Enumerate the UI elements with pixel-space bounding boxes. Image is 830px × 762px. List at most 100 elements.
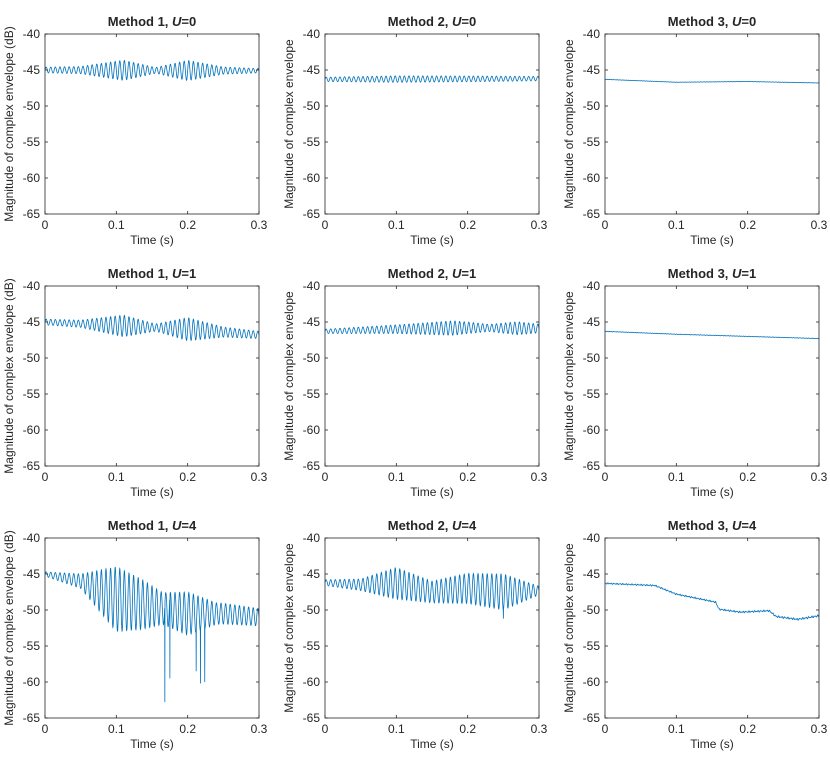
x-tick-label: 0.3 <box>531 722 548 736</box>
y-tick-label: -50 <box>303 99 321 113</box>
x-tick-label: 0.2 <box>179 722 196 736</box>
y-tick-label: -45 <box>303 315 321 329</box>
y-tick-label: -50 <box>23 351 41 365</box>
title-prefix: Method 1, <box>108 518 172 533</box>
y-tick-label: -65 <box>23 459 41 473</box>
y-tick-label: -55 <box>23 135 41 149</box>
subplot-8: -40 -45 -50 -55 -60 -650 0.1 0.2 0.3 Method 2, U=… <box>282 518 548 751</box>
x-tick-label: 0 <box>602 722 609 736</box>
title-prefix: Method 3, <box>668 14 732 29</box>
y-tick-label: -50 <box>303 351 321 365</box>
x-tick-label: 0.3 <box>811 722 828 736</box>
y-tick-label: -50 <box>583 99 601 113</box>
y-axis-label: Magnitude of complex envelope (dB) <box>2 530 16 725</box>
subplot-1: -40 -45 -50 -55 -60 -650 0.1 0.2 0.3 Method 1, U=… <box>2 14 268 247</box>
title-variable: U <box>452 518 462 533</box>
x-tick-label: 0.1 <box>668 722 685 736</box>
y-tick-label: -65 <box>303 711 321 725</box>
y-tick-label: -45 <box>23 63 41 77</box>
y-tick-label: -60 <box>303 675 321 689</box>
y-tick-label: -60 <box>303 423 321 437</box>
title-prefix: Method 2, <box>388 518 452 533</box>
title-value: =1 <box>741 266 756 281</box>
x-tick-label: 0.3 <box>251 218 268 232</box>
y-tick-label: -55 <box>583 387 601 401</box>
axes-box <box>604 537 820 719</box>
axes-box <box>324 285 540 467</box>
y-tick-label: -45 <box>303 63 321 77</box>
subplot-7: -40 -45 -50 -55 -60 -650 0.1 0.2 0.3 Method 1, U=… <box>2 518 268 751</box>
series-line <box>604 582 820 621</box>
x-tick-label: 0.2 <box>459 722 476 736</box>
x-tick-label: 0 <box>42 218 49 232</box>
x-axis-label: Time (s) <box>130 737 174 751</box>
subplot-title: Method 1, U=4 <box>108 518 197 533</box>
subplot-title: Method 3, U=0 <box>668 14 757 29</box>
x-tick-label: 0.3 <box>251 470 268 484</box>
subplot-title: Method 2, U=0 <box>388 14 477 29</box>
y-tick-label: -40 <box>583 279 601 293</box>
title-value: =4 <box>181 518 197 533</box>
y-tick-label: -50 <box>583 351 601 365</box>
subplot-3: -40 -45 -50 -55 -60 -650 0.1 0.2 0.3 Method 3, U=… <box>562 14 828 247</box>
x-axis-label: Time (s) <box>130 233 174 247</box>
y-axis-label: Magnitude of complex envelope <box>562 291 576 461</box>
subplot-9: -40 -45 -50 -55 -60 -650 0.1 0.2 0.3 Method 3, U=… <box>562 518 828 751</box>
y-axis-label: Magnitude of complex envelope <box>282 291 296 461</box>
title-value: =4 <box>461 518 477 533</box>
title-variable: U <box>732 266 742 281</box>
y-axis-label: Magnitude of complex envelope <box>562 543 576 713</box>
subplot-2: -40 -45 -50 -55 -60 -650 0.1 0.2 0.3 Method 2, U=… <box>282 14 548 247</box>
y-tick-label: -55 <box>303 135 321 149</box>
x-axis-label: Time (s) <box>690 233 734 247</box>
x-tick-label: 0.2 <box>459 470 476 484</box>
x-tick-label: 0.1 <box>388 470 405 484</box>
y-tick-label: -65 <box>23 207 41 221</box>
y-tick-label: -45 <box>23 315 41 329</box>
y-tick-label: -60 <box>583 675 601 689</box>
subplot-title: Method 2, U=4 <box>388 518 477 533</box>
title-prefix: Method 2, <box>388 266 452 281</box>
y-tick-label: -45 <box>583 567 601 581</box>
y-tick-label: -45 <box>583 63 601 77</box>
axes-box <box>44 537 260 719</box>
series-line <box>324 567 540 619</box>
x-axis-label: Time (s) <box>410 737 454 751</box>
x-tick-label: 0.1 <box>388 722 405 736</box>
x-tick-label: 0.3 <box>251 722 268 736</box>
y-tick-label: -55 <box>23 639 41 653</box>
y-axis-label: Magnitude of complex envelope <box>282 543 296 713</box>
y-tick-label: -60 <box>583 171 601 185</box>
y-tick-label: -65 <box>23 711 41 725</box>
subplot-6: -40 -45 -50 -55 -60 -650 0.1 0.2 0.3 Method 3, U=… <box>562 266 828 499</box>
x-axis-label: Time (s) <box>410 233 454 247</box>
y-axis-label: Magnitude of complex envelope <box>282 39 296 209</box>
x-axis-label: Time (s) <box>410 485 454 499</box>
x-tick-label: 0.1 <box>108 218 125 232</box>
x-tick-label: 0.1 <box>668 218 685 232</box>
x-tick-label: 0.2 <box>739 218 756 232</box>
y-axis-label: Magnitude of complex envelope (dB) <box>2 26 16 221</box>
x-tick-label: 0.2 <box>459 218 476 232</box>
x-tick-label: 0 <box>42 470 49 484</box>
y-tick-label: -40 <box>303 279 321 293</box>
axes-box <box>44 285 260 467</box>
x-tick-label: 0.3 <box>531 218 548 232</box>
y-tick-label: -55 <box>303 639 321 653</box>
y-tick-label: -65 <box>303 207 321 221</box>
title-value: =1 <box>181 266 196 281</box>
title-variable: U <box>732 518 742 533</box>
y-tick-label: -60 <box>23 423 41 437</box>
title-variable: U <box>452 266 462 281</box>
series-line <box>44 566 260 703</box>
subplot-title: Method 3, U=4 <box>668 518 757 533</box>
y-tick-label: -65 <box>583 207 601 221</box>
y-tick-label: -65 <box>303 459 321 473</box>
title-value: =1 <box>461 266 476 281</box>
title-prefix: Method 3, <box>668 266 732 281</box>
x-tick-label: 0.2 <box>739 722 756 736</box>
y-tick-label: -40 <box>303 531 321 545</box>
y-tick-label: -60 <box>583 423 601 437</box>
y-tick-label: -60 <box>23 171 41 185</box>
